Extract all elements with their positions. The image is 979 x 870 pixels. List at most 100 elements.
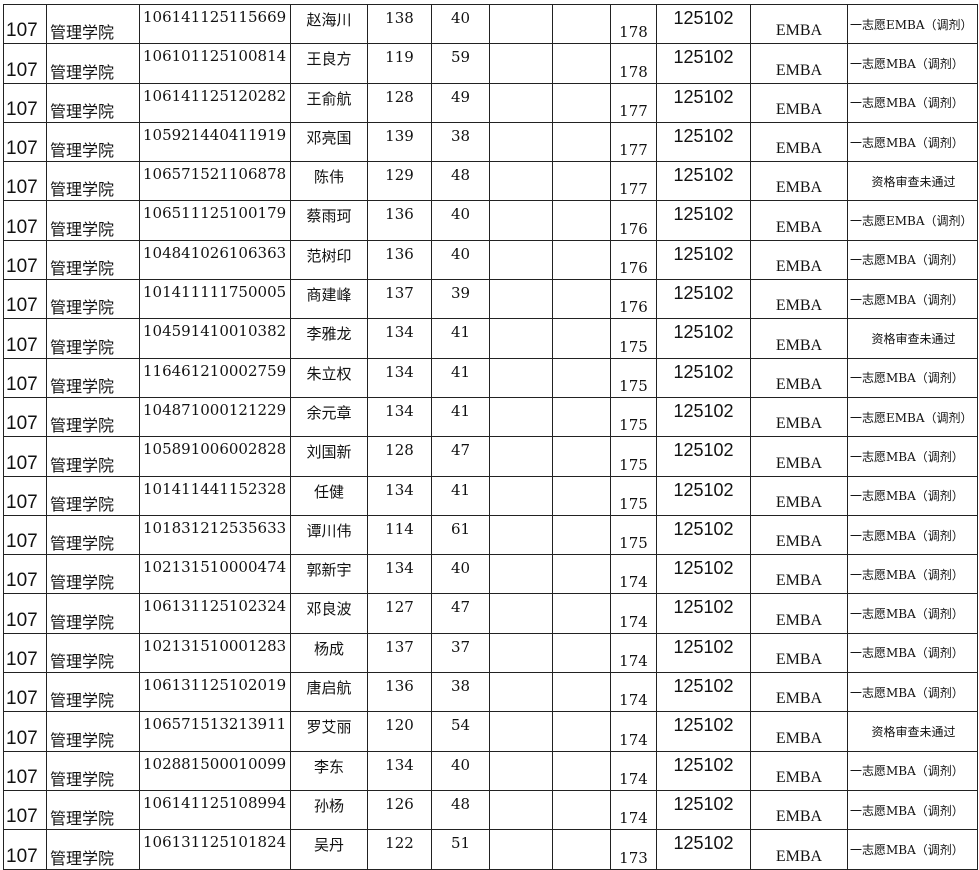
major-name-cell: EMBA — [750, 711, 848, 752]
score-d-cell — [552, 554, 611, 595]
table-row: 107 管理学院 106141125120282 王俞航 128 49 177 125102 E… — [3, 82, 978, 123]
major-code-cell: 125102 — [656, 514, 751, 556]
total-score-cell: 177 — [610, 161, 657, 202]
candidate-id-cell: 101411441152328 — [139, 475, 291, 516]
candidate-name-cell: 蔡雨珂 — [290, 200, 368, 241]
score-b-cell: 47 — [431, 593, 490, 634]
score-c-cell — [489, 357, 553, 398]
remark-cell: 资格审查未通过 — [847, 711, 978, 752]
table-row: 107 管理学院 106131125101824 吴丹 122 51 173 125102 EM… — [3, 829, 978, 870]
major-code-cell: 125102 — [656, 161, 751, 202]
remark-cell: 一志愿MBA（调剂） — [847, 239, 978, 281]
remark-cell: 一志愿MBA（调剂） — [847, 121, 978, 163]
total-score-cell: 175 — [610, 396, 657, 438]
candidate-name-cell: 余元章 — [290, 396, 368, 438]
college-name-cell: 管理学院 — [46, 396, 140, 438]
candidate-name-cell: 郭新宇 — [290, 554, 368, 595]
total-score-cell: 175 — [610, 357, 657, 398]
score-d-cell — [552, 396, 611, 438]
score-c-cell — [489, 829, 553, 870]
college-code-cell: 107 — [3, 396, 47, 438]
remark-cell: 一志愿MBA（调剂） — [847, 514, 978, 556]
score-b-cell: 40 — [431, 3, 490, 45]
score-c-cell — [489, 711, 553, 752]
table-row: 107 管理学院 102131510001283 杨成 137 37 174 125102 EM… — [3, 632, 978, 674]
score-b-cell: 54 — [431, 711, 490, 752]
total-score-cell: 174 — [610, 711, 657, 752]
major-code-cell: 125102 — [656, 750, 751, 791]
score-b-cell: 37 — [431, 632, 490, 674]
score-d-cell — [552, 43, 611, 84]
score-d-cell — [552, 3, 611, 45]
candidate-id-cell: 102131510001283 — [139, 632, 291, 674]
college-name-cell: 管理学院 — [46, 121, 140, 163]
candidate-id-cell: 106101125100814 — [139, 43, 291, 84]
remark-cell: 一志愿MBA（调剂） — [847, 279, 978, 320]
candidate-id-cell: 104871000121229 — [139, 396, 291, 438]
candidate-name-cell: 杨成 — [290, 632, 368, 674]
major-name-cell: EMBA — [750, 475, 848, 516]
table-row: 107 管理学院 105891006002828 刘国新 128 47 175 125102 E… — [3, 436, 978, 477]
major-name-cell: EMBA — [750, 3, 848, 45]
candidate-name-cell: 邓良波 — [290, 593, 368, 634]
total-score-cell: 174 — [610, 789, 657, 831]
candidate-id-cell: 102131510000474 — [139, 554, 291, 595]
total-score-cell: 174 — [610, 672, 657, 713]
score-b-cell: 38 — [431, 672, 490, 713]
candidate-id-cell: 102881500010099 — [139, 750, 291, 791]
score-c-cell — [489, 593, 553, 634]
table-row: 107 管理学院 101411111750005 商建峰 137 39 176 125102 E… — [3, 279, 978, 320]
major-code-cell: 125102 — [656, 82, 751, 123]
score-a-cell: 119 — [367, 43, 432, 84]
score-c-cell — [489, 672, 553, 713]
score-a-cell: 134 — [367, 357, 432, 398]
major-name-cell: EMBA — [750, 632, 848, 674]
candidate-id-cell: 106141125108994 — [139, 789, 291, 831]
college-name-cell: 管理学院 — [46, 357, 140, 398]
score-b-cell: 41 — [431, 357, 490, 398]
table-row: 107 管理学院 104841026106363 范树印 136 40 176 125102 E… — [3, 239, 978, 281]
major-code-cell: 125102 — [656, 3, 751, 45]
major-name-cell: EMBA — [750, 200, 848, 241]
table-row: 107 管理学院 102131510000474 郭新宇 134 40 174 125102 E… — [3, 554, 978, 595]
college-code-cell: 107 — [3, 750, 47, 791]
remark-cell: 一志愿EMBA（调剂） — [847, 200, 978, 241]
score-a-cell: 128 — [367, 436, 432, 477]
college-code-cell: 107 — [3, 200, 47, 241]
score-a-cell: 129 — [367, 161, 432, 202]
remark-cell: 一志愿EMBA（调剂） — [847, 396, 978, 438]
candidate-id-cell: 106571513213911 — [139, 711, 291, 752]
table-row: 107 管理学院 106571513213911 罗艾丽 120 54 174 125102 E… — [3, 711, 978, 752]
total-score-cell: 174 — [610, 632, 657, 674]
table-row: 107 管理学院 104591410010382 李雅龙 134 41 175 125102 E… — [3, 318, 978, 359]
table-row: 107 管理学院 106141125115669 赵海川 138 40 178 125102 E… — [3, 3, 978, 45]
score-d-cell — [552, 750, 611, 791]
score-c-cell — [489, 475, 553, 516]
major-name-cell: EMBA — [750, 436, 848, 477]
college-code-cell: 107 — [3, 789, 47, 831]
college-name-cell: 管理学院 — [46, 632, 140, 674]
major-code-cell: 125102 — [656, 711, 751, 752]
major-name-cell: EMBA — [750, 121, 848, 163]
college-code-cell: 107 — [3, 82, 47, 123]
college-code-cell: 107 — [3, 593, 47, 634]
major-code-cell: 125102 — [656, 43, 751, 84]
college-code-cell: 107 — [3, 318, 47, 359]
total-score-cell: 173 — [610, 829, 657, 870]
college-code-cell: 107 — [3, 357, 47, 398]
candidate-name-cell: 赵海川 — [290, 3, 368, 45]
score-d-cell — [552, 200, 611, 241]
college-code-cell: 107 — [3, 672, 47, 713]
major-name-cell: EMBA — [750, 514, 848, 556]
total-score-cell: 176 — [610, 279, 657, 320]
college-name-cell: 管理学院 — [46, 318, 140, 359]
college-name-cell: 管理学院 — [46, 436, 140, 477]
score-a-cell: 138 — [367, 3, 432, 45]
college-name-cell: 管理学院 — [46, 593, 140, 634]
score-c-cell — [489, 239, 553, 281]
score-a-cell: 126 — [367, 789, 432, 831]
score-c-cell — [489, 43, 553, 84]
major-name-cell: EMBA — [750, 43, 848, 84]
score-b-cell: 39 — [431, 279, 490, 320]
score-c-cell — [489, 396, 553, 438]
